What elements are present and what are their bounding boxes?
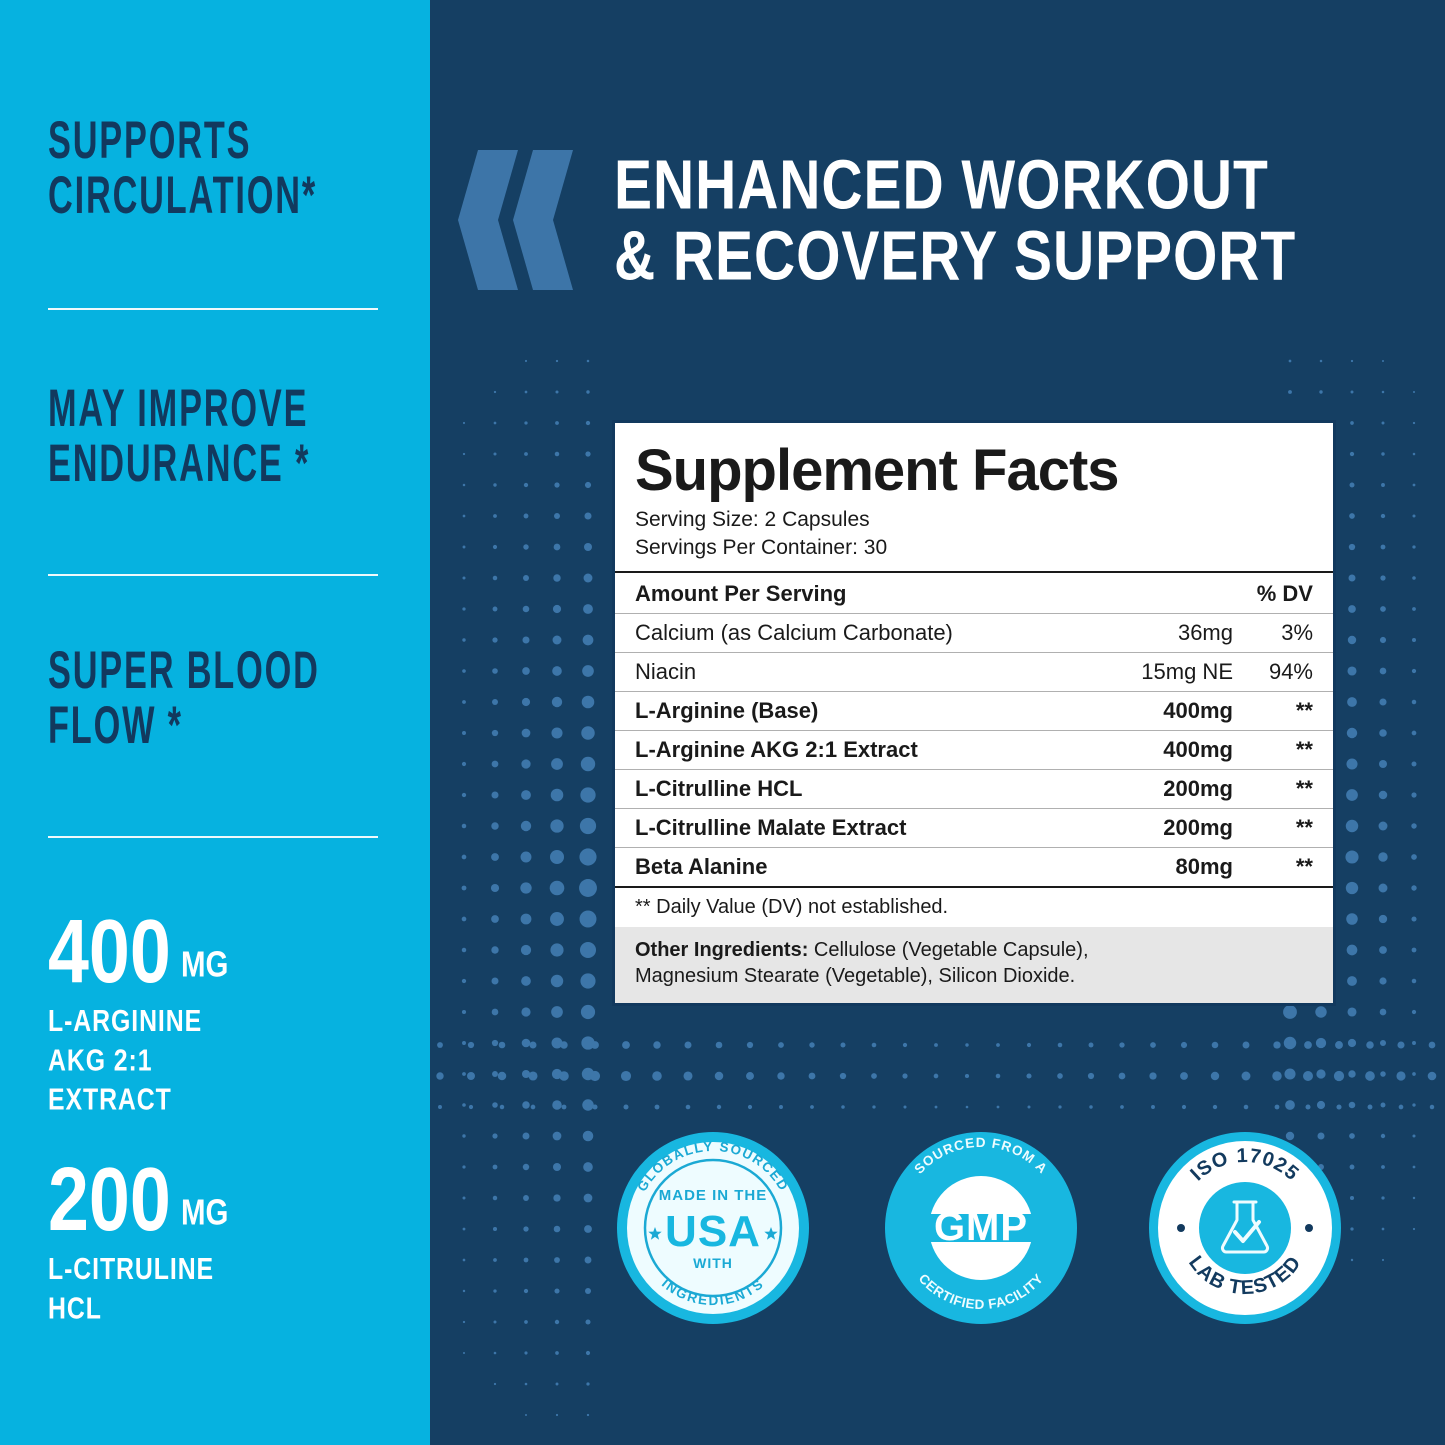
svg-text:MADE IN THE: MADE IN THE	[659, 1187, 768, 1204]
svg-text:GMP: GMP	[934, 1205, 1028, 1249]
svg-text:WITH: WITH	[693, 1255, 733, 1271]
svg-text:USA: USA	[665, 1207, 761, 1256]
